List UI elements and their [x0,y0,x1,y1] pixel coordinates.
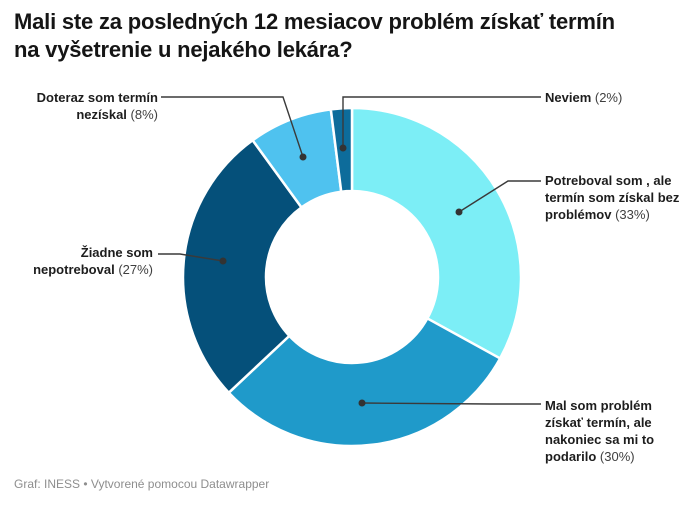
callout-dot-potreboval [455,208,463,216]
label-potreboval: Potreboval som , ale termín som získal b… [545,172,700,223]
callout-line-doteraz [161,96,304,158]
label-neviem-pct: (2%) [594,90,623,105]
chart-title-line-2: na vyšetrenie u nejakého lekára? [14,37,353,62]
label-potreboval-text: Potreboval som , ale termín som získal b… [545,173,680,222]
label-potreboval-pct: (33%) [615,207,650,222]
callout-dot-doteraz [299,153,307,161]
chart-title-line-1: Mali ste za posledných 12 mesiacov probl… [14,9,615,34]
label-ziadne-text: Žiadne som nepotreboval [33,245,153,277]
callout-dot-ziadne [219,257,227,265]
callout-line-neviem [342,96,541,148]
label-doteraz-text: Doteraz som termín nezískal [36,90,158,122]
label-mal-pct: (30%) [599,449,635,464]
pie-slice-2[interactable] [181,139,303,394]
chart-title: Mali ste za posledných 12 mesiacov probl… [14,8,615,64]
label-doteraz: Doteraz som termín nezískal (8%) [8,89,158,123]
chart-credit: Graf: INESS • Vytvorené pomocou Datawrap… [14,477,270,491]
callouts [158,96,541,407]
callout-line-ziadne [158,253,224,262]
label-ziadne: Žiadne som nepotreboval (27%) [5,244,153,278]
pie-slice-0[interactable] [350,106,523,360]
callout-dot-mal [358,399,366,407]
label-doteraz-pct: (8%) [130,107,158,122]
label-neviem-text: Neviem [545,90,592,105]
label-mal: Mal som problém získať termín, ale nakon… [545,397,687,465]
callout-line-mal [361,402,541,405]
label-ziadne-pct: (27%) [118,262,153,277]
callout-line-potreboval [458,180,541,213]
pie-slice-1[interactable] [227,317,502,448]
callout-dot-neviem [339,144,347,152]
label-neviem: Neviem (2%) [545,89,695,106]
label-mal-text: Mal som problém získať termín, ale nakon… [545,398,655,464]
